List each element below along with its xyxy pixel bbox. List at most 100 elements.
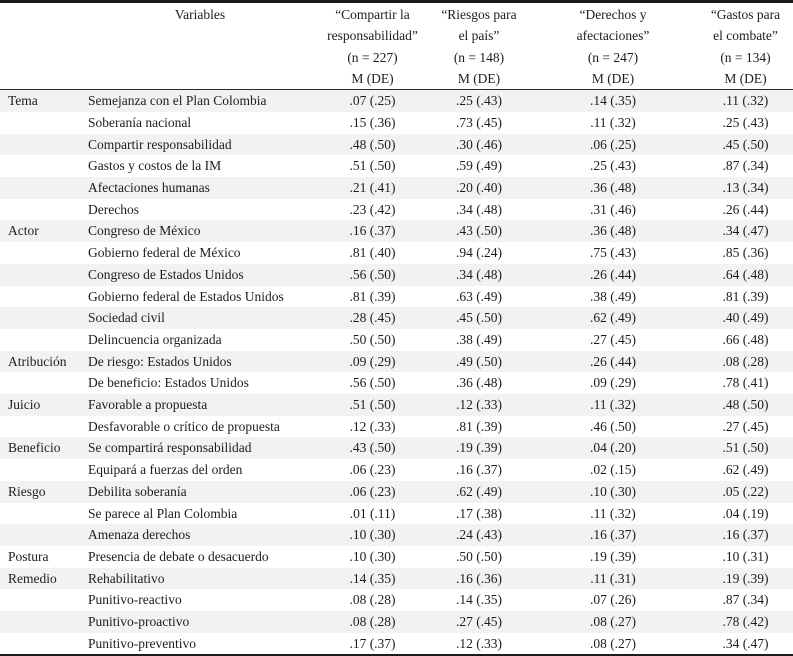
table-row: Atribución De riesgo: Estados Unidos .09 (… bbox=[0, 350, 793, 373]
value-cell: .51 (.50) bbox=[722, 440, 769, 456]
value-cell: .64 (.48) bbox=[722, 266, 769, 282]
value-cell: .12 (.33) bbox=[455, 397, 503, 413]
frame-3-title-line-2: afectaciones” bbox=[576, 28, 650, 44]
header-frame-2-cell: “Riesgos para el país” (n = 148) M (DE) bbox=[430, 1, 528, 91]
value-cell: .62 (.49) bbox=[589, 310, 637, 326]
value-cell: .10 (.30) bbox=[589, 483, 637, 499]
table-row: De beneficio: Estados Unidos .56 (.50) .36… bbox=[0, 372, 793, 394]
category-cell bbox=[0, 112, 85, 134]
value-cell: .16 (.37) bbox=[455, 462, 503, 478]
value-cell: .81 (.39) bbox=[722, 288, 769, 304]
value-cell: .10 (.30) bbox=[349, 527, 396, 543]
frame-2-stat-label: M (DE) bbox=[457, 70, 501, 86]
value-cell: .59 (.49) bbox=[455, 158, 503, 174]
category-cell: Actor bbox=[8, 223, 39, 239]
variable-cell: Gobierno federal de México bbox=[88, 245, 241, 261]
value-cell: .01 (.11) bbox=[349, 505, 396, 521]
header-variables-cell: Variables bbox=[85, 1, 315, 91]
value-cell: .45 (.50) bbox=[722, 136, 769, 152]
category-cell bbox=[0, 155, 85, 177]
value-cell: .38 (.49) bbox=[589, 288, 637, 304]
category-cell bbox=[0, 611, 85, 633]
value-cell: .14 (.35) bbox=[455, 592, 503, 608]
value-cell: .13 (.34) bbox=[722, 180, 769, 195]
value-cell: .62 (.49) bbox=[722, 462, 769, 478]
table-row: Gobierno federal de Estados Unidos .81 (.… bbox=[0, 286, 793, 308]
value-cell: .17 (.38) bbox=[455, 505, 503, 521]
value-cell: .73 (.45) bbox=[455, 114, 503, 130]
value-cell: .24 (.43) bbox=[455, 527, 503, 543]
variable-cell: Delincuencia organizada bbox=[88, 331, 222, 347]
table-row: Compartir responsabilidad .48 (.50) .30 (.… bbox=[0, 133, 793, 156]
category-cell bbox=[0, 589, 85, 611]
value-cell: .12 (.33) bbox=[455, 635, 503, 651]
value-cell: .36 (.48) bbox=[455, 375, 503, 391]
category-cell bbox=[0, 503, 85, 525]
table-row: Tema Semejanza con el Plan Colombia .07 (.… bbox=[0, 89, 793, 112]
table-row: Congreso de Estados Unidos .56 (.50) .34 (… bbox=[0, 263, 793, 286]
table-row: Punitivo-reactivo .08 (.28) .14 (.35) .07 (… bbox=[0, 589, 793, 611]
value-cell: .87 (.34) bbox=[722, 592, 769, 608]
value-cell: .05 (.22) bbox=[722, 483, 769, 499]
table-row: Equipará a fuerzas del orden .06 (.23) .16… bbox=[0, 459, 793, 481]
header-row: Variables “Compartir la responsabilidad”… bbox=[0, 1, 793, 91]
category-cell: Remedio bbox=[8, 570, 57, 586]
frame-4-title-line-2: el combate” bbox=[713, 28, 778, 44]
table-row: Punitivo-preventivo .17 (.37) .12 (.33) .08… bbox=[0, 633, 793, 656]
variable-cell: Desfavorable o crítico de propuesta bbox=[88, 418, 280, 434]
value-cell: .78 (.41) bbox=[722, 375, 769, 391]
variable-cell: Congreso de México bbox=[88, 223, 201, 239]
value-cell: .30 (.46) bbox=[455, 136, 503, 152]
value-cell: .34 (.47) bbox=[722, 635, 769, 651]
value-cell: .06 (.25) bbox=[589, 136, 637, 152]
variable-cell: De riesgo: Estados Unidos bbox=[88, 353, 232, 369]
category-cell bbox=[0, 459, 85, 481]
value-cell: .50 (.50) bbox=[455, 548, 503, 564]
variable-cell: Favorable a propuesta bbox=[88, 397, 208, 413]
value-cell: .20 (.40) bbox=[455, 180, 503, 195]
value-cell: .87 (.34) bbox=[722, 158, 769, 174]
category-cell bbox=[0, 307, 85, 329]
variable-cell: Presencia de debate o desacuerdo bbox=[88, 548, 269, 564]
header-frame-3-cell: “Derechos y afectaciones” (n = 247) M (D… bbox=[528, 1, 698, 91]
frame-2-title-line-2: el país” bbox=[458, 28, 500, 44]
value-cell: .85 (.36) bbox=[722, 245, 769, 261]
value-cell: .19 (.39) bbox=[589, 548, 637, 564]
value-cell: .34 (.48) bbox=[455, 266, 503, 282]
category-cell: Riesgo bbox=[8, 483, 46, 499]
value-cell: .09 (.29) bbox=[589, 375, 637, 391]
value-cell: .78 (.42) bbox=[722, 614, 769, 630]
category-cell: Tema bbox=[8, 93, 38, 109]
variable-cell: De beneficio: Estados Unidos bbox=[88, 375, 249, 391]
value-cell: .38 (.49) bbox=[455, 331, 503, 347]
value-cell: .09 (.29) bbox=[349, 353, 396, 369]
variable-cell: Derechos bbox=[88, 201, 139, 217]
table-row: Punitivo-proactivo .08 (.28) .27 (.45) .08 … bbox=[0, 611, 793, 633]
table-row: Juicio Favorable a propuesta .51 (.50) .12 … bbox=[0, 394, 793, 416]
frame-4-stat-label: M (DE) bbox=[724, 70, 767, 86]
table-row: Postura Presencia de debate o desacuerdo.… bbox=[0, 546, 793, 568]
value-cell: .08 (.27) bbox=[589, 614, 637, 630]
variable-cell: Compartir responsabilidad bbox=[88, 136, 232, 152]
value-cell: .43 (.50) bbox=[349, 440, 396, 456]
table-row: Amenaza derechos .10 (.30) .24 (.43) .16 (.… bbox=[0, 524, 793, 546]
category-cell bbox=[0, 199, 85, 221]
frame-4-n-label: (n = 134) bbox=[720, 49, 771, 65]
category-cell: Atribución bbox=[8, 353, 67, 369]
value-cell: .11 (.31) bbox=[590, 570, 636, 586]
variable-cell: Debilita soberanía bbox=[88, 483, 187, 499]
frame-2-title-line-1: “Riesgos para bbox=[441, 7, 517, 22]
value-cell: .19 (.39) bbox=[722, 570, 769, 586]
variable-cell: Punitivo-reactivo bbox=[88, 592, 182, 608]
table-row: Afectaciones humanas .21 (.41) .20 (.40) .3… bbox=[0, 177, 793, 199]
value-cell: .51 (.50) bbox=[349, 397, 396, 413]
value-cell: .04 (.20) bbox=[589, 440, 637, 456]
value-cell: .06 (.23) bbox=[349, 483, 396, 499]
value-cell: .34 (.48) bbox=[455, 201, 503, 217]
table-row: Gobierno federal de México .81 (.40) .94 (… bbox=[0, 242, 793, 264]
table-row: Desfavorable o crítico de propuesta .12 (… bbox=[0, 416, 793, 438]
variable-cell: Equipará a fuerzas del orden bbox=[88, 462, 243, 478]
frame-1-stat-label: M (DE) bbox=[351, 70, 394, 86]
variable-cell: Punitivo-preventivo bbox=[88, 635, 196, 651]
table-row: Beneficio Se compartirá responsabilidad .4… bbox=[0, 437, 793, 460]
